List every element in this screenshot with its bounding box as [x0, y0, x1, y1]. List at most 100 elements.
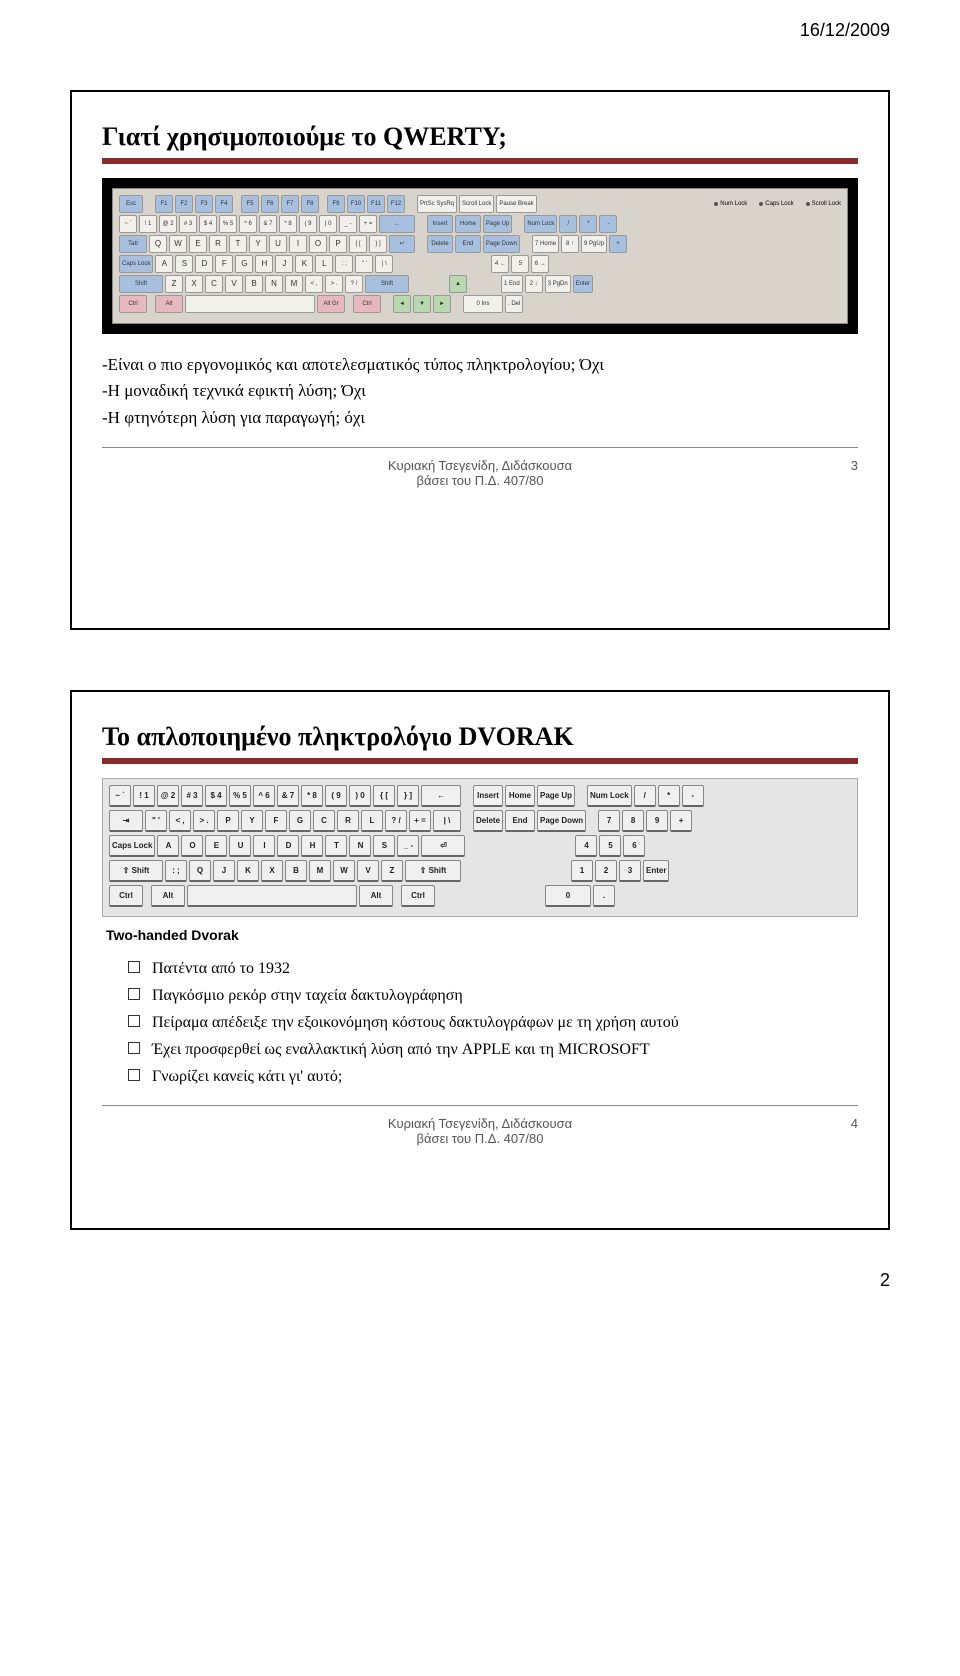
- key-altgr: Alt Gr: [317, 295, 345, 313]
- key-home: Home: [455, 215, 481, 233]
- footer-text: βάσει του Π.Δ. 407/80: [132, 1131, 828, 1146]
- key: H: [301, 835, 323, 857]
- key: L: [361, 810, 383, 832]
- body-line: -Είναι ο πιο εργονομικός και αποτελεσματ…: [102, 352, 858, 378]
- key: | \: [375, 255, 393, 273]
- slide-2: Το απλοποιημένο πληκτρολόγιο DVORAK ~ ` …: [70, 690, 890, 1230]
- key: ( 9: [325, 785, 347, 807]
- key: 1: [571, 860, 593, 882]
- key: *: [579, 215, 597, 233]
- key: U: [269, 235, 287, 253]
- key: D: [277, 835, 299, 857]
- key: -: [682, 785, 704, 807]
- key-f: F3: [195, 195, 213, 213]
- key: O: [181, 835, 203, 857]
- key: 3 PgDn: [545, 275, 571, 293]
- key: M: [285, 275, 303, 293]
- key: ~ `: [109, 785, 131, 807]
- key: I: [289, 235, 307, 253]
- key: S: [373, 835, 395, 857]
- key: > .: [193, 810, 215, 832]
- key: + =: [409, 810, 431, 832]
- key-enter: ↵: [389, 235, 415, 253]
- key: 3: [619, 860, 641, 882]
- key: /: [559, 215, 577, 233]
- key-right: ►: [433, 295, 451, 313]
- key-ins: Insert: [427, 215, 453, 233]
- key: P: [329, 235, 347, 253]
- key: _ -: [397, 835, 419, 857]
- key: . Del: [505, 295, 523, 313]
- key-nlock: Num Lock: [524, 215, 557, 233]
- key: 4 ←: [491, 255, 509, 273]
- key-pgup: Page Up: [537, 785, 575, 807]
- key: " ': [145, 810, 167, 832]
- key: X: [185, 275, 203, 293]
- key: F: [265, 810, 287, 832]
- key-f: F10: [347, 195, 365, 213]
- key-ctrl: Ctrl: [109, 885, 143, 907]
- key-f: F7: [281, 195, 299, 213]
- key-f: F4: [215, 195, 233, 213]
- key: @ 2: [159, 215, 177, 233]
- key: C: [313, 810, 335, 832]
- key: $ 4: [199, 215, 217, 233]
- key: S: [175, 255, 193, 273]
- key: Q: [149, 235, 167, 253]
- slide1-body: -Είναι ο πιο εργονομικός και αποτελεσματ…: [102, 352, 858, 431]
- key: Z: [165, 275, 183, 293]
- key: R: [209, 235, 227, 253]
- key-f: F5: [241, 195, 259, 213]
- key-pause: Pause Break: [496, 195, 536, 213]
- page-date: 16/12/2009: [800, 20, 890, 41]
- key: " ': [355, 255, 373, 273]
- title-rule: [102, 158, 858, 164]
- key: V: [225, 275, 243, 293]
- key: .: [593, 885, 615, 907]
- slide-1: Γιατί χρησιμοποιούμε το QWERTY; Esc F1 F…: [70, 90, 890, 630]
- key: F: [215, 255, 233, 273]
- key: E: [189, 235, 207, 253]
- key: 8 ↑: [561, 235, 579, 253]
- key: T: [325, 835, 347, 857]
- key: *: [658, 785, 680, 807]
- key: 1 End: [501, 275, 523, 293]
- key: % 5: [229, 785, 251, 807]
- key: Y: [241, 810, 263, 832]
- key-f: F6: [261, 195, 279, 213]
- key: +: [670, 810, 692, 832]
- key: /: [634, 785, 656, 807]
- key-left: ◄: [393, 295, 411, 313]
- key: 0 Ins: [463, 295, 503, 313]
- key: O: [309, 235, 327, 253]
- key: 6 →: [531, 255, 549, 273]
- key: > .: [325, 275, 343, 293]
- key: H: [255, 255, 273, 273]
- bullet-item: Έχει προσφερθεί ως εναλλακτική λύση από …: [128, 1038, 858, 1062]
- key: < ,: [169, 810, 191, 832]
- slide-number: 4: [828, 1116, 858, 1146]
- led-indicators: Num Lock Caps Lock Scroll Lock: [714, 195, 841, 213]
- key-home: Home: [505, 785, 535, 807]
- footer-text: Κυριακή Τσεγενίδη, Διδάσκουσα: [132, 1116, 828, 1131]
- dvorak-keyboard: ~ ` ! 1 @ 2 # 3 $ 4 % 5 ^ 6 & 7 * 8 ( 9 …: [102, 778, 858, 917]
- key-shift: ⇧ Shift: [109, 860, 163, 882]
- key: 5: [511, 255, 529, 273]
- key: ) 0: [319, 215, 337, 233]
- key: K: [295, 255, 313, 273]
- key: ! 1: [139, 215, 157, 233]
- key: % 5: [219, 215, 237, 233]
- key: 0: [545, 885, 591, 907]
- key-backspace: ←: [379, 215, 415, 233]
- key: { [: [373, 785, 395, 807]
- key: A: [157, 835, 179, 857]
- qwerty-keyboard: Esc F1 F2 F3 F4 F5 F6 F7 F8 F9 F10 F11 F…: [112, 188, 848, 324]
- key-f: F11: [367, 195, 385, 213]
- key-space: [185, 295, 315, 313]
- key: * 8: [279, 215, 297, 233]
- qwerty-keyboard-image: Esc F1 F2 F3 F4 F5 F6 F7 F8 F9 F10 F11 F…: [102, 178, 858, 334]
- key: N: [265, 275, 283, 293]
- page-number: 2: [70, 1270, 890, 1291]
- key: ~ `: [119, 215, 137, 233]
- key: J: [275, 255, 293, 273]
